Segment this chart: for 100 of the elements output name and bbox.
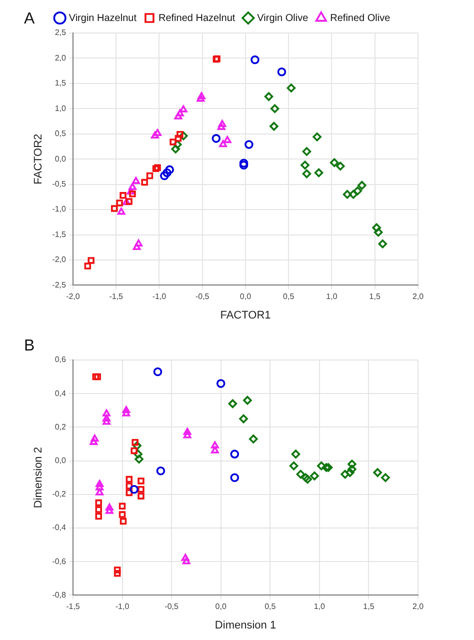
point bbox=[336, 162, 345, 171]
point bbox=[291, 450, 300, 458]
point bbox=[129, 190, 136, 198]
point bbox=[95, 506, 102, 513]
y-tick-label: 0,2 bbox=[54, 422, 67, 432]
x-tick-label: 0,0 bbox=[215, 602, 227, 612]
point bbox=[126, 476, 133, 483]
point bbox=[92, 373, 100, 380]
point bbox=[111, 205, 118, 212]
x-tick-label: -1,0 bbox=[152, 292, 167, 302]
point bbox=[90, 434, 99, 442]
y-tick-label: -0,6 bbox=[52, 556, 67, 566]
point bbox=[243, 396, 252, 405]
point bbox=[179, 105, 188, 112]
point bbox=[96, 480, 104, 487]
point bbox=[132, 242, 141, 250]
point bbox=[146, 172, 154, 180]
point bbox=[296, 470, 306, 479]
point bbox=[120, 518, 127, 525]
y-tick-label: -1,5 bbox=[52, 230, 67, 239]
point bbox=[170, 138, 176, 146]
point bbox=[95, 499, 102, 506]
point bbox=[264, 92, 274, 101]
y-axis-title: FACTOR2 bbox=[32, 134, 45, 184]
point bbox=[116, 200, 123, 206]
point bbox=[230, 473, 240, 482]
point bbox=[302, 169, 312, 178]
point bbox=[122, 409, 130, 416]
x-axis-title: Dimension 1 bbox=[214, 619, 276, 632]
point bbox=[286, 84, 296, 92]
point bbox=[126, 482, 133, 490]
point bbox=[211, 441, 219, 448]
text: B bbox=[24, 337, 35, 354]
point bbox=[316, 461, 326, 470]
point bbox=[374, 228, 383, 237]
y-tick-label: 0,0 bbox=[54, 154, 67, 164]
point bbox=[378, 239, 388, 248]
point bbox=[340, 470, 350, 479]
y-tick-label: -1,0 bbox=[52, 204, 67, 214]
y-tick-label: 0,4 bbox=[54, 388, 67, 398]
y-tick-label: 0,5 bbox=[54, 129, 67, 138]
y-tick-label: -0,2 bbox=[52, 490, 67, 499]
legend-label: Refined Olive bbox=[330, 12, 391, 24]
point bbox=[348, 460, 356, 469]
point bbox=[289, 461, 298, 470]
point bbox=[153, 367, 162, 376]
point bbox=[196, 94, 205, 102]
point bbox=[183, 431, 192, 438]
point bbox=[353, 186, 362, 196]
point bbox=[126, 489, 133, 496]
point bbox=[154, 164, 161, 172]
x-tick-label: 1,0 bbox=[326, 292, 338, 302]
point bbox=[212, 134, 221, 143]
point bbox=[348, 464, 356, 474]
point bbox=[138, 492, 144, 500]
point bbox=[228, 399, 238, 408]
point bbox=[302, 147, 312, 156]
text: A bbox=[24, 10, 35, 28]
point bbox=[358, 180, 366, 190]
point bbox=[183, 428, 192, 435]
point bbox=[300, 160, 310, 170]
point bbox=[310, 472, 319, 480]
x-tick-label: 2,0 bbox=[412, 602, 424, 612]
point bbox=[301, 473, 310, 482]
y-tick-label: -2,5 bbox=[52, 280, 67, 290]
point bbox=[106, 506, 114, 514]
point bbox=[270, 122, 278, 131]
point bbox=[239, 160, 248, 170]
point bbox=[372, 223, 381, 232]
y-tick-label: 1,0 bbox=[54, 104, 67, 113]
point bbox=[120, 192, 126, 199]
point bbox=[181, 554, 190, 561]
point bbox=[217, 122, 226, 130]
point bbox=[114, 566, 121, 574]
point bbox=[244, 140, 254, 149]
point bbox=[230, 450, 240, 458]
point bbox=[303, 474, 312, 484]
legend-label: Virgin Olive bbox=[257, 12, 309, 24]
point bbox=[102, 418, 110, 425]
point bbox=[277, 67, 286, 76]
y-tick-label: -0,8 bbox=[52, 590, 67, 600]
legend-label: Refined Hazelnut bbox=[158, 12, 236, 24]
point bbox=[346, 468, 354, 477]
point bbox=[122, 198, 130, 206]
point bbox=[314, 168, 324, 178]
point bbox=[134, 239, 142, 246]
y-tick-label: 2,5 bbox=[54, 28, 67, 38]
point bbox=[162, 168, 172, 178]
x-tick-label: -1,0 bbox=[115, 602, 130, 612]
point bbox=[373, 468, 382, 477]
point bbox=[219, 140, 227, 148]
point bbox=[152, 165, 160, 172]
point bbox=[96, 488, 104, 496]
x-tick-label: -1,5 bbox=[109, 292, 124, 302]
point bbox=[134, 454, 144, 464]
point bbox=[239, 414, 248, 424]
point bbox=[330, 158, 339, 168]
point bbox=[342, 190, 352, 199]
point bbox=[95, 512, 102, 520]
point bbox=[171, 144, 180, 154]
